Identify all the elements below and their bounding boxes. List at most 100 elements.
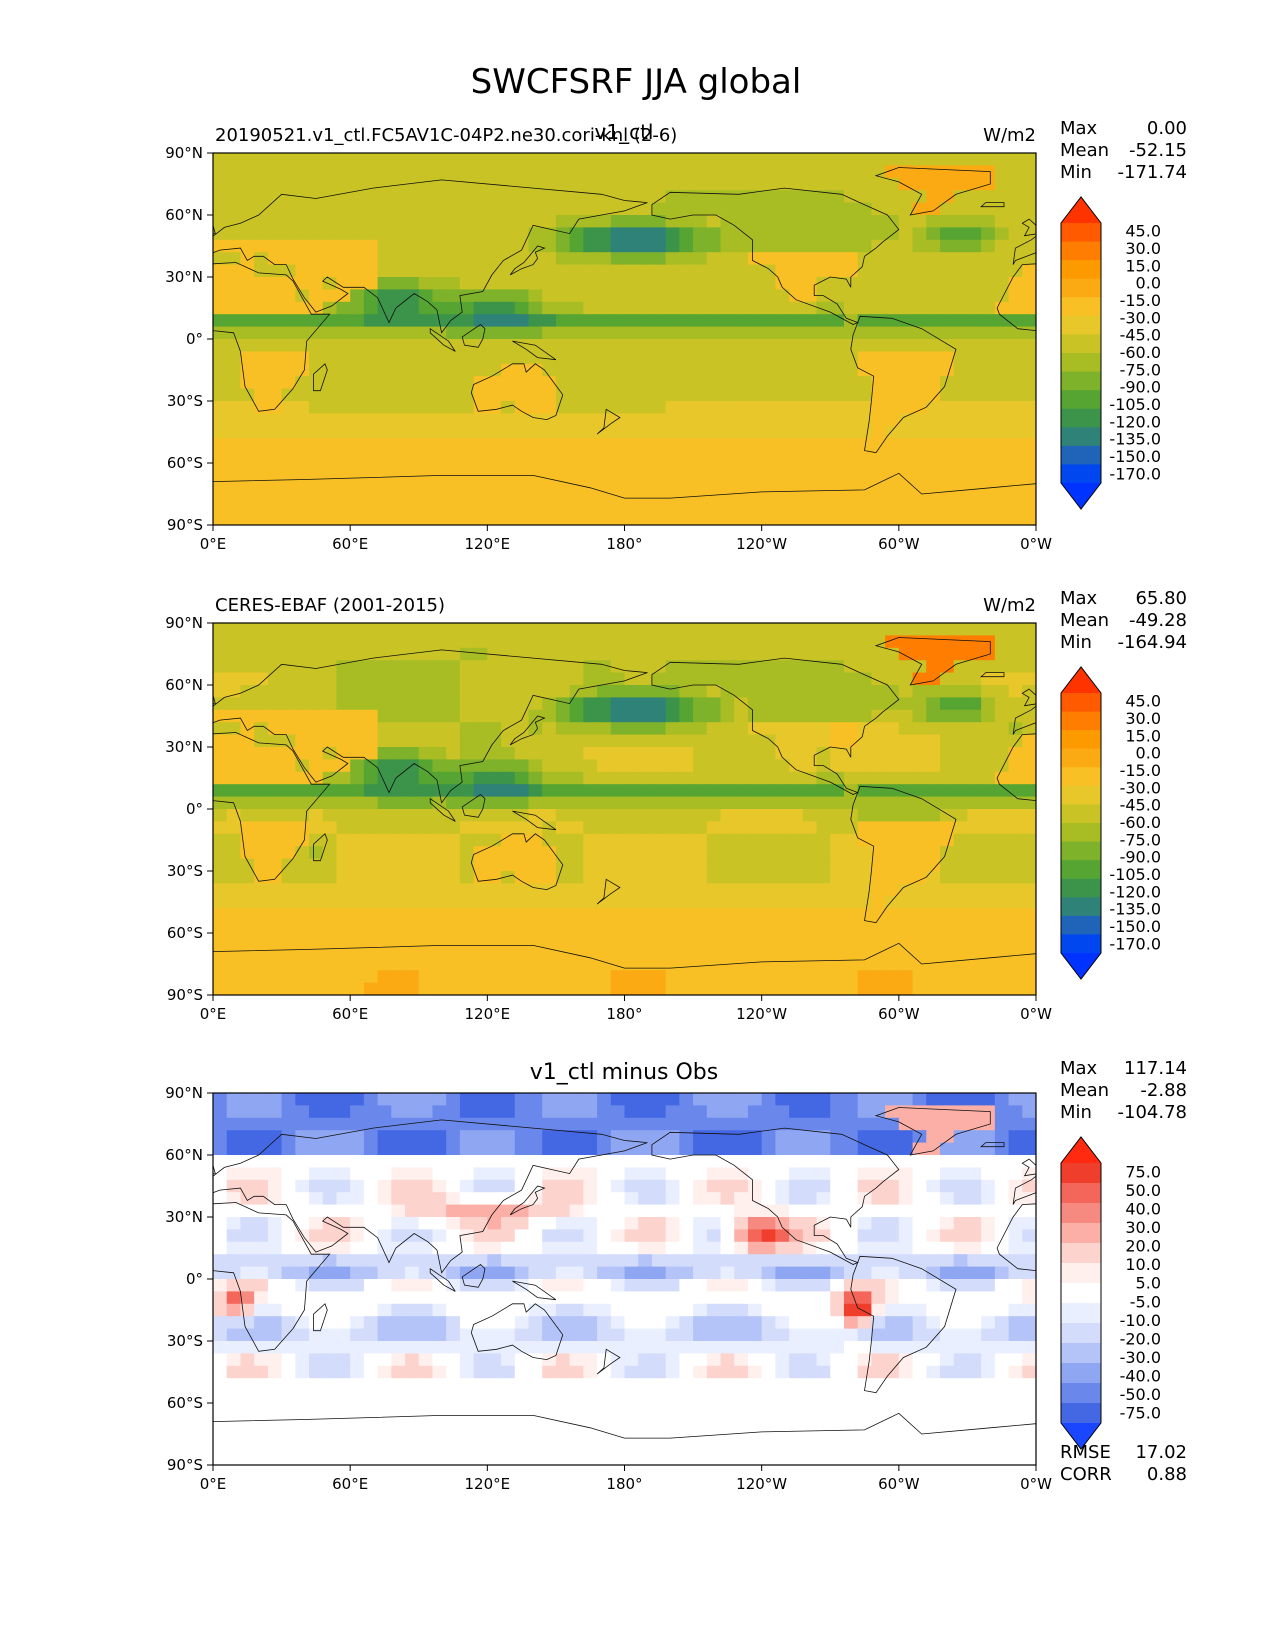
field-cell xyxy=(226,647,242,661)
field-cell xyxy=(830,821,845,835)
field-cell xyxy=(1022,512,1036,525)
field-cell xyxy=(213,487,228,501)
field-cell xyxy=(473,660,488,674)
field-cell xyxy=(487,1179,502,1193)
field-cell xyxy=(1008,363,1023,377)
field-cell xyxy=(665,945,680,959)
field-cell xyxy=(363,339,379,352)
field-cell xyxy=(213,1192,228,1206)
field-cell xyxy=(967,202,982,216)
field-cell xyxy=(802,858,818,872)
field-cell xyxy=(418,1303,434,1317)
field-cell xyxy=(747,833,763,847)
field-cell xyxy=(350,339,365,352)
field-cell xyxy=(967,660,982,674)
field-cell xyxy=(857,326,872,340)
field-cell xyxy=(1008,413,1023,427)
field-cell xyxy=(583,227,598,241)
field-cell xyxy=(432,821,447,835)
field-cell xyxy=(501,487,516,501)
field-cell xyxy=(336,339,351,352)
field-cell xyxy=(638,1105,653,1119)
field-cell xyxy=(967,957,982,971)
field-cell xyxy=(542,264,557,278)
field-cell xyxy=(254,475,269,489)
field-cell xyxy=(981,252,996,266)
field-cell xyxy=(281,153,296,166)
field-cell xyxy=(446,363,461,377)
field-cell xyxy=(322,957,338,971)
field-cell xyxy=(1008,487,1023,501)
field-cell xyxy=(651,1167,667,1181)
field-cell xyxy=(459,1316,475,1330)
field-cell xyxy=(651,709,667,723)
field-cell xyxy=(459,1229,475,1243)
field-cell xyxy=(473,1279,488,1292)
field-cell xyxy=(391,821,406,835)
field-cell xyxy=(377,734,392,748)
field-cell xyxy=(336,846,351,860)
field-cell xyxy=(953,871,969,884)
field-cell xyxy=(761,833,776,847)
field-cell xyxy=(1008,475,1023,489)
field-cell xyxy=(501,289,516,303)
field-cell xyxy=(994,685,1010,698)
field-cell xyxy=(789,1117,804,1131)
field-cell xyxy=(638,215,653,228)
field-cell xyxy=(226,401,242,414)
field-cell xyxy=(254,1229,269,1243)
field-cell xyxy=(939,463,955,476)
field-cell xyxy=(789,326,804,340)
field-cell xyxy=(1022,771,1036,785)
field-cell xyxy=(254,1266,269,1280)
field-cell xyxy=(487,1303,502,1317)
field-cell xyxy=(542,177,557,191)
field-cell xyxy=(651,1105,667,1119)
field-cell xyxy=(583,771,598,785)
field-cell xyxy=(267,165,283,179)
field-cell xyxy=(885,314,900,328)
field-cell xyxy=(377,1204,392,1218)
field-cell xyxy=(350,1254,365,1268)
field-cell xyxy=(679,871,694,884)
field-cell xyxy=(720,697,735,711)
field-cell xyxy=(953,1328,969,1342)
field-cell xyxy=(583,623,598,636)
field-cell xyxy=(226,759,242,773)
field-cell xyxy=(391,709,406,723)
field-cell xyxy=(1022,858,1036,872)
field-cell xyxy=(336,500,351,514)
field-cell xyxy=(569,177,584,191)
field-cell xyxy=(981,289,996,303)
field-cell xyxy=(624,685,639,698)
field-cell xyxy=(789,846,804,860)
field-cell xyxy=(446,908,461,922)
field-cell xyxy=(926,734,941,748)
field-cell xyxy=(487,215,502,228)
field-cell xyxy=(761,413,776,427)
field-cell xyxy=(405,809,420,822)
field-cell xyxy=(953,314,969,328)
field-cell xyxy=(816,957,831,971)
field-cell xyxy=(295,1229,310,1243)
field-cell xyxy=(898,413,914,427)
field-cell xyxy=(542,1254,557,1268)
field-cell xyxy=(350,413,365,427)
field-cell xyxy=(624,883,639,897)
field-cell xyxy=(638,660,653,674)
field-cell xyxy=(1022,376,1036,390)
field-cell xyxy=(542,871,557,884)
field-cell xyxy=(597,202,612,216)
field-cell xyxy=(775,895,790,909)
field-cell xyxy=(789,1093,804,1106)
field-cell xyxy=(679,413,694,427)
field-cell xyxy=(350,1093,365,1106)
field-cell xyxy=(843,970,859,984)
field-cell xyxy=(418,463,434,476)
field-cell xyxy=(939,623,955,636)
field-cell xyxy=(514,1155,530,1168)
field-cell xyxy=(597,771,612,785)
field-cell xyxy=(761,635,776,649)
field-cell xyxy=(240,945,255,959)
field-cell xyxy=(610,438,626,452)
